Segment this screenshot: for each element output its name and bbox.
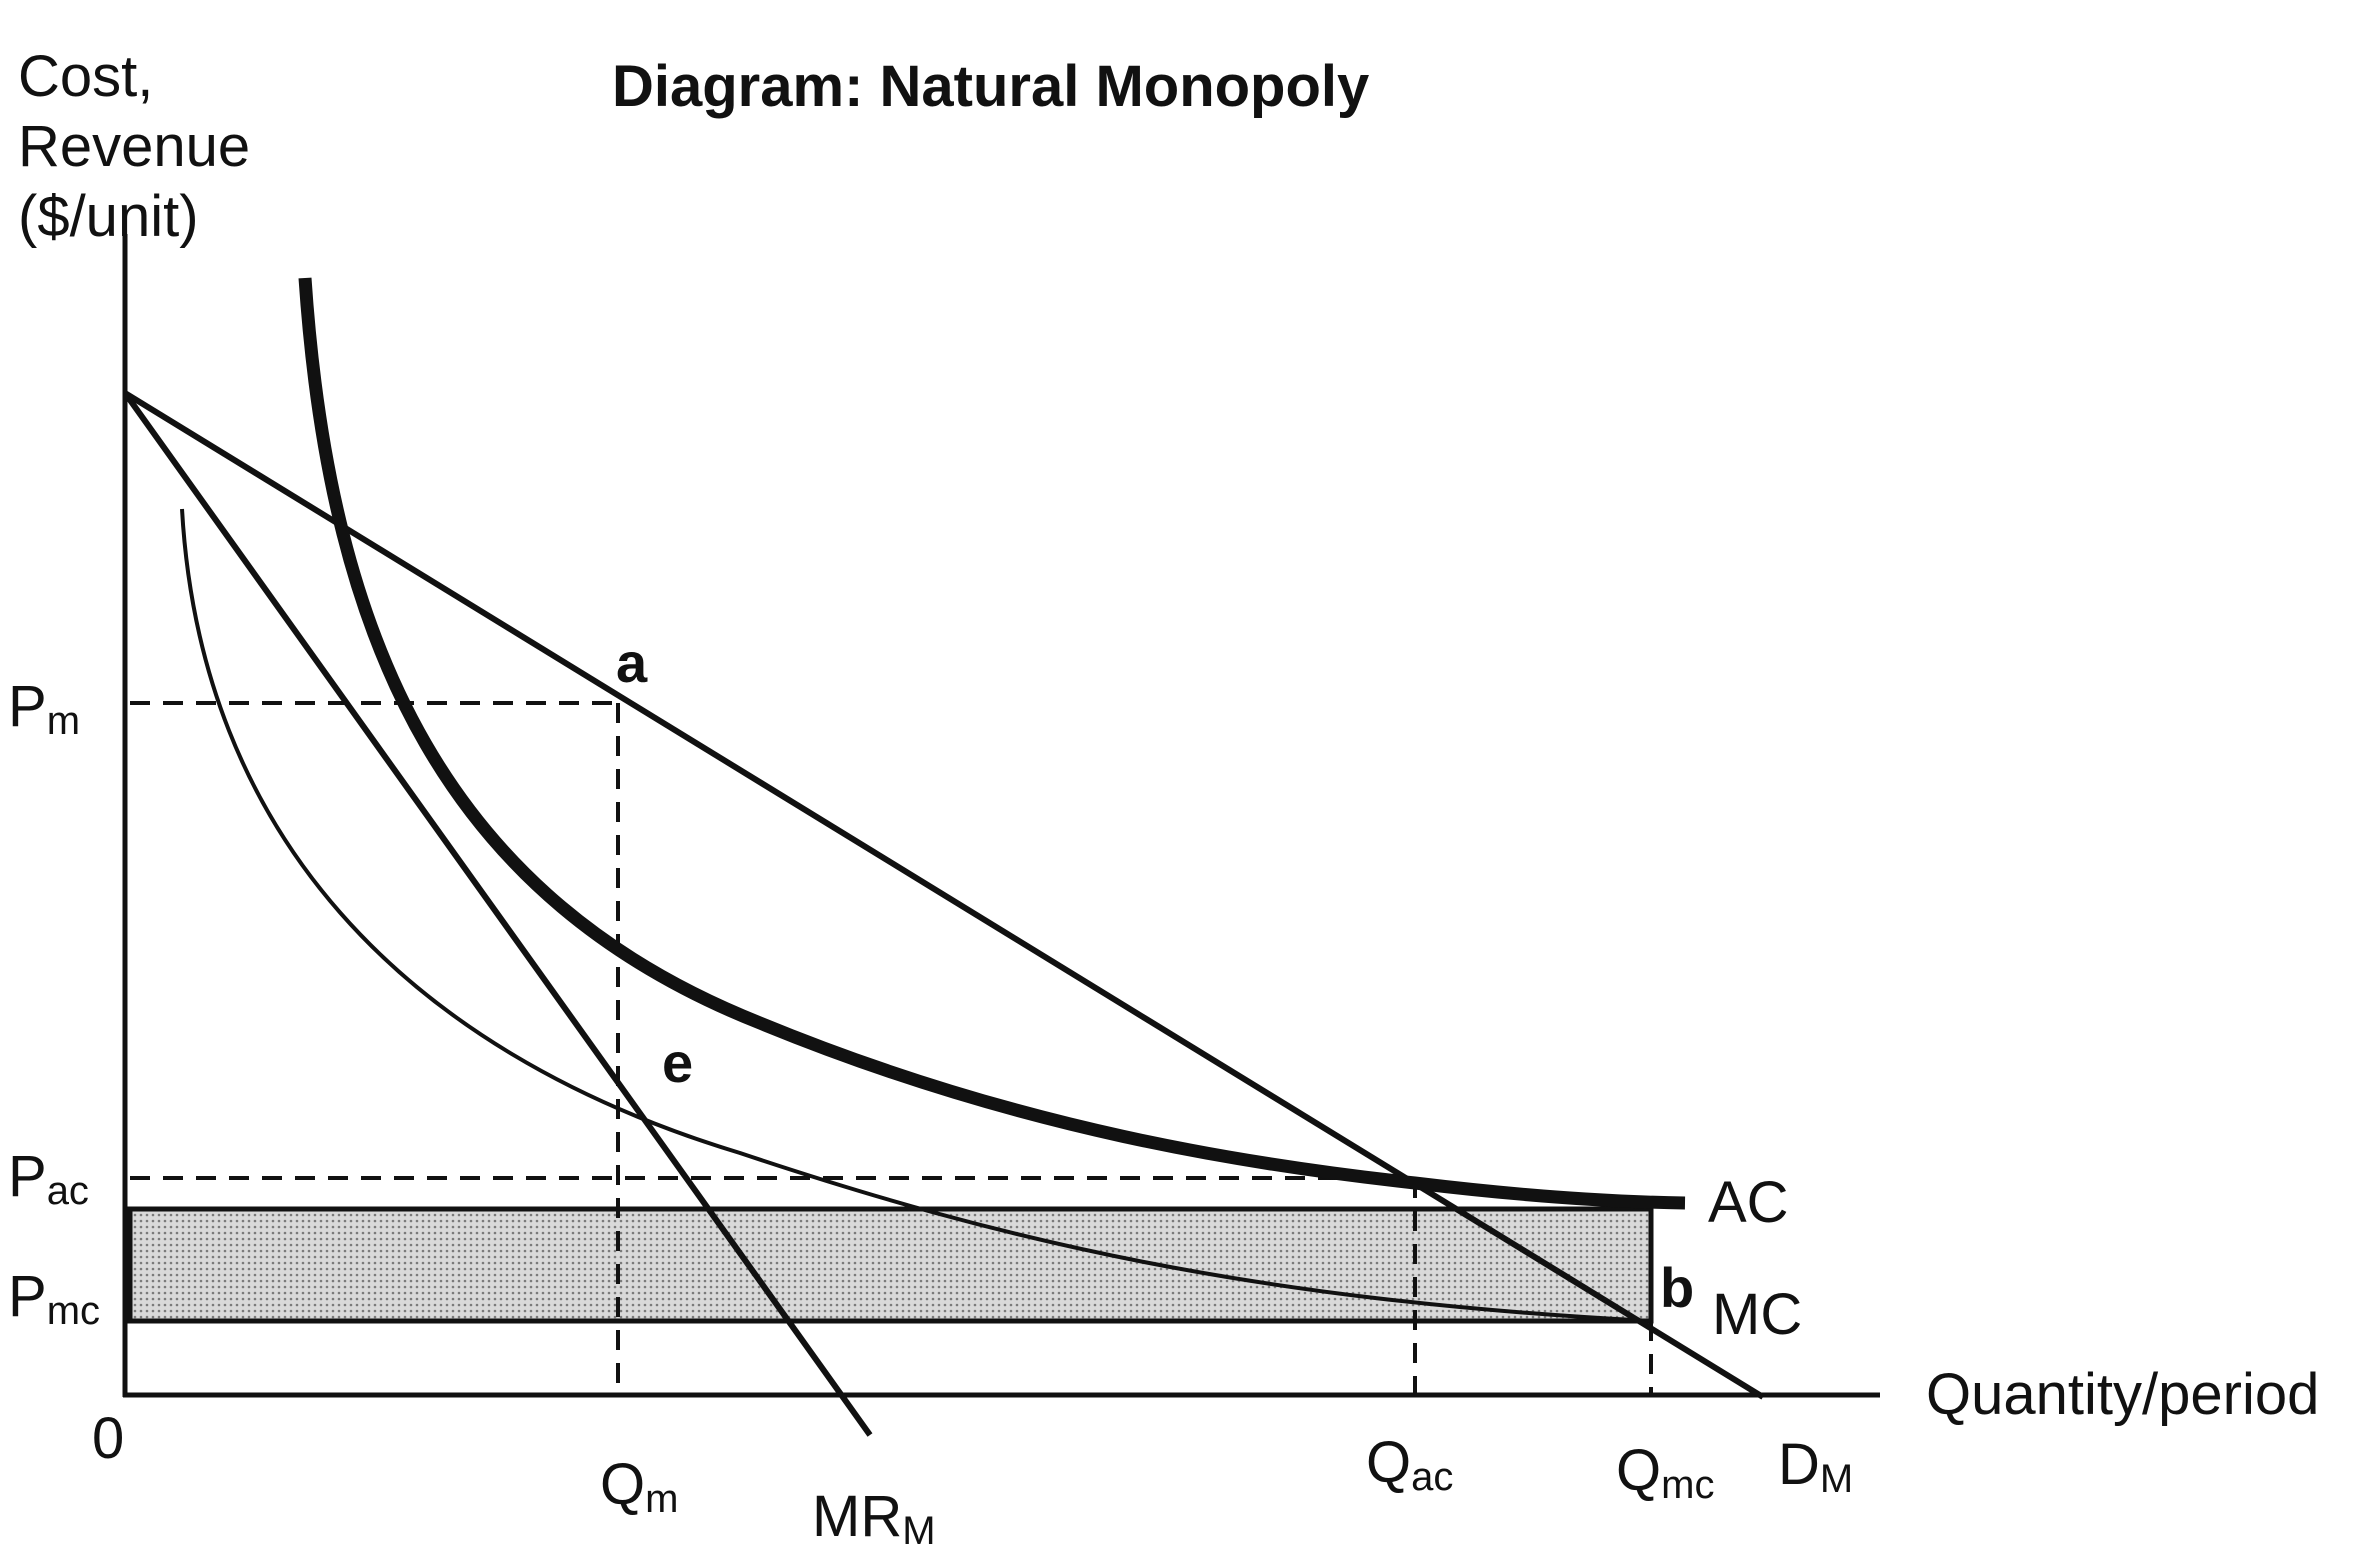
point-a-label: a: [616, 631, 648, 694]
demand-label: DM: [1778, 1432, 1853, 1501]
mr-curve: [122, 391, 873, 1437]
y-axis-label-line-1: Cost,: [18, 44, 153, 109]
qmc-label-main: Q: [1616, 1438, 1661, 1503]
x-axis-label: Quantity/period: [1926, 1362, 2319, 1427]
pac-label-sub: ac: [47, 1169, 89, 1213]
mr-label-sub: M: [902, 1509, 935, 1553]
ac-curve: [298, 277, 1686, 1210]
qm-label-main: Q: [600, 1452, 645, 1517]
qm-label: Qm: [600, 1452, 678, 1521]
mr-label-main: MR: [812, 1484, 902, 1549]
pmc-label-main: P: [8, 1264, 47, 1329]
demand-label-main: D: [1778, 1432, 1820, 1497]
pm-label-main: P: [8, 674, 47, 739]
y-axis-label-line-2: Revenue: [18, 114, 250, 179]
pm-label-sub: m: [47, 699, 80, 743]
point-e-label: e: [662, 1031, 693, 1094]
qmc-label: Qmc: [1616, 1438, 1714, 1507]
qac-label: Qac: [1366, 1430, 1453, 1499]
mr-label: MRM: [812, 1484, 936, 1553]
ac-label: AC: [1708, 1170, 1789, 1235]
origin-label: 0: [92, 1406, 124, 1471]
diagram-title: Diagram: Natural Monopoly: [612, 54, 1369, 119]
mc-label: MC: [1712, 1282, 1802, 1347]
pmc-label: Pmc: [8, 1264, 100, 1333]
pac-label-main: P: [8, 1144, 47, 1209]
pac-label: Pac: [8, 1144, 89, 1213]
pmc-label-sub: mc: [47, 1289, 100, 1333]
qm-label-sub: m: [645, 1477, 678, 1521]
guide-lines: [130, 701, 1653, 1395]
demand-label-sub: M: [1820, 1457, 1853, 1501]
point-b-label: b: [1660, 1256, 1694, 1319]
demand-curve: [123, 390, 1765, 1400]
y-axis-label-line-3: ($/unit): [18, 184, 199, 249]
pm-label: Pm: [8, 674, 80, 743]
qmc-label-sub: mc: [1661, 1463, 1714, 1507]
qac-label-main: Q: [1366, 1430, 1411, 1495]
mc-curve: [180, 508, 1652, 1323]
qac-label-sub: ac: [1411, 1455, 1453, 1499]
